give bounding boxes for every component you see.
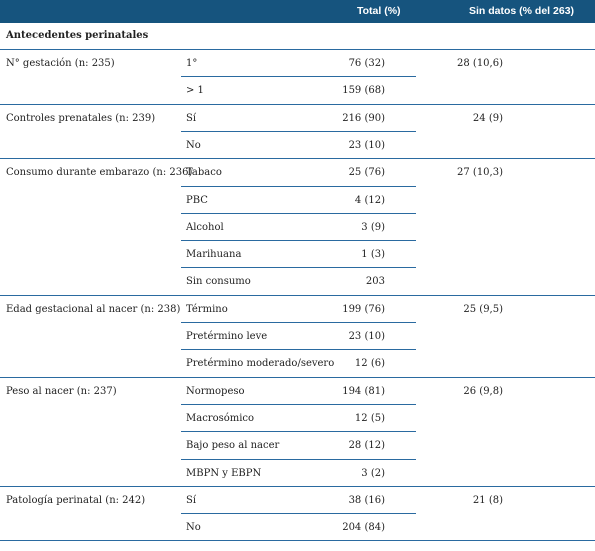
row-divider (181, 131, 416, 132)
category-label: MBPN y EBPN (186, 468, 262, 479)
table-header: Total (%) Sin datos (% del 263) (0, 0, 595, 23)
category-label: Marihuana (186, 249, 242, 260)
table-row: Sin consumo 203 (0, 268, 595, 295)
total-value: 203 (365, 276, 385, 287)
category-label: No (186, 522, 201, 533)
group-divider (0, 295, 595, 296)
section-title-row: Antecedentes perinatales (0, 23, 595, 49)
missing-value: 25 (9,5) (463, 304, 503, 315)
group-divider (0, 377, 595, 378)
category-label: Sí (186, 495, 197, 506)
table-row: Alcohol 3 (9) (0, 214, 595, 241)
total-value: 28 (12) (348, 440, 385, 451)
table-row: Consumo durante embarazo (n: 236) 27 (10,… (0, 159, 595, 186)
column-header-total: Total (%) (357, 5, 401, 17)
total-value: 3 (9) (361, 222, 385, 233)
table-row: N° gestación (n: 235) 28 (10,6) 1° 76 (32) (0, 50, 595, 77)
section-divider (0, 49, 595, 50)
category-label: Término (186, 304, 228, 315)
total-value: 194 (81) (342, 386, 385, 397)
table-row: PBC 4 (12) (0, 187, 595, 214)
total-value: 12 (5) (354, 413, 385, 424)
variable-label: N° gestación (n: 235) (6, 58, 115, 69)
category-label: Pretérmino moderado/severo (186, 358, 335, 369)
row-divider (181, 213, 416, 214)
category-label: PBC (186, 195, 208, 206)
variable-label: Edad gestacional al nacer (n: 238) (6, 304, 181, 315)
total-value: 216 (90) (342, 113, 385, 124)
total-value: 159 (68) (342, 85, 385, 96)
category-label: 1° (186, 58, 198, 69)
total-value: 76 (32) (348, 58, 385, 69)
variable-label: Consumo durante embarazo (n: 236) (6, 167, 193, 178)
missing-value: 28 (10,6) (457, 58, 503, 69)
table-row: Macrosómico 12 (5) (0, 405, 595, 432)
category-label: Tabaco (186, 167, 222, 178)
category-label: Normopeso (186, 386, 245, 397)
table-row: Controles prenatales (n: 239) 24 (9) Sí 216… (0, 105, 595, 132)
total-value: 204 (84) (342, 522, 385, 533)
variable-label: Patología perinatal (n: 242) (6, 495, 146, 506)
group-divider (0, 158, 595, 159)
table-row: No 23 (10) (0, 132, 595, 159)
table-row: Edad gestacional al nacer (n: 238) 25 (9,… (0, 296, 595, 323)
total-value: 23 (10) (348, 140, 385, 151)
table-row: Bajo peso al nacer 28 (12) (0, 432, 595, 459)
table-row: No 204 (84) (0, 514, 595, 541)
total-value: 1 (3) (361, 249, 385, 260)
table-row: Pretérmino leve 23 (10) (0, 323, 595, 350)
missing-value: 24 (9) (472, 113, 503, 124)
table-row: Marihuana 1 (3) (0, 241, 595, 268)
total-value: 38 (16) (348, 495, 385, 506)
row-divider (181, 459, 416, 460)
row-divider (181, 240, 416, 241)
row-divider (181, 267, 416, 268)
missing-value: 27 (10,3) (457, 167, 503, 178)
category-label: Macrosómico (186, 413, 255, 424)
group-divider (0, 104, 595, 105)
category-label: No (186, 140, 201, 151)
variable-label: Controles prenatales (n: 239) (6, 113, 156, 124)
row-divider (181, 186, 416, 187)
total-value: 4 (12) (354, 195, 385, 206)
table-row: Patología perinatal (n: 242) 21 (8) Sí 38 (… (0, 487, 595, 514)
table-row: MBPN y EBPN 3 (2) (0, 460, 595, 487)
section-title: Antecedentes perinatales (6, 30, 149, 41)
row-divider (181, 431, 416, 432)
category-label: Sin consumo (186, 276, 251, 287)
group-divider (0, 540, 595, 541)
row-divider (181, 322, 416, 323)
missing-value: 21 (8) (472, 495, 503, 506)
table-row: Pretérmino moderado/severo 12 (6) (0, 350, 595, 377)
category-label: > 1 (186, 85, 204, 96)
row-divider (181, 349, 416, 350)
missing-value: 26 (9,8) (463, 386, 503, 397)
variable-label: Peso al nacer (n: 237) (6, 386, 117, 397)
total-value: 12 (6) (354, 358, 385, 369)
row-divider (181, 76, 416, 77)
category-label: Alcohol (186, 222, 224, 233)
category-label: Bajo peso al nacer (186, 440, 280, 451)
category-label: Pretérmino leve (186, 331, 268, 342)
table-row: > 1 159 (68) (0, 77, 595, 104)
group-divider (0, 486, 595, 487)
column-header-sin-datos: Sin datos (% del 263) (469, 5, 575, 17)
category-label: Sí (186, 113, 197, 124)
row-divider (181, 404, 416, 405)
table-row: Peso al nacer (n: 237) 26 (9,8) Normopeso 1… (0, 378, 595, 405)
total-value: 3 (2) (361, 468, 385, 479)
total-value: 25 (76) (348, 167, 385, 178)
total-value: 199 (76) (342, 304, 385, 315)
row-divider (181, 513, 416, 514)
total-value: 23 (10) (348, 331, 385, 342)
